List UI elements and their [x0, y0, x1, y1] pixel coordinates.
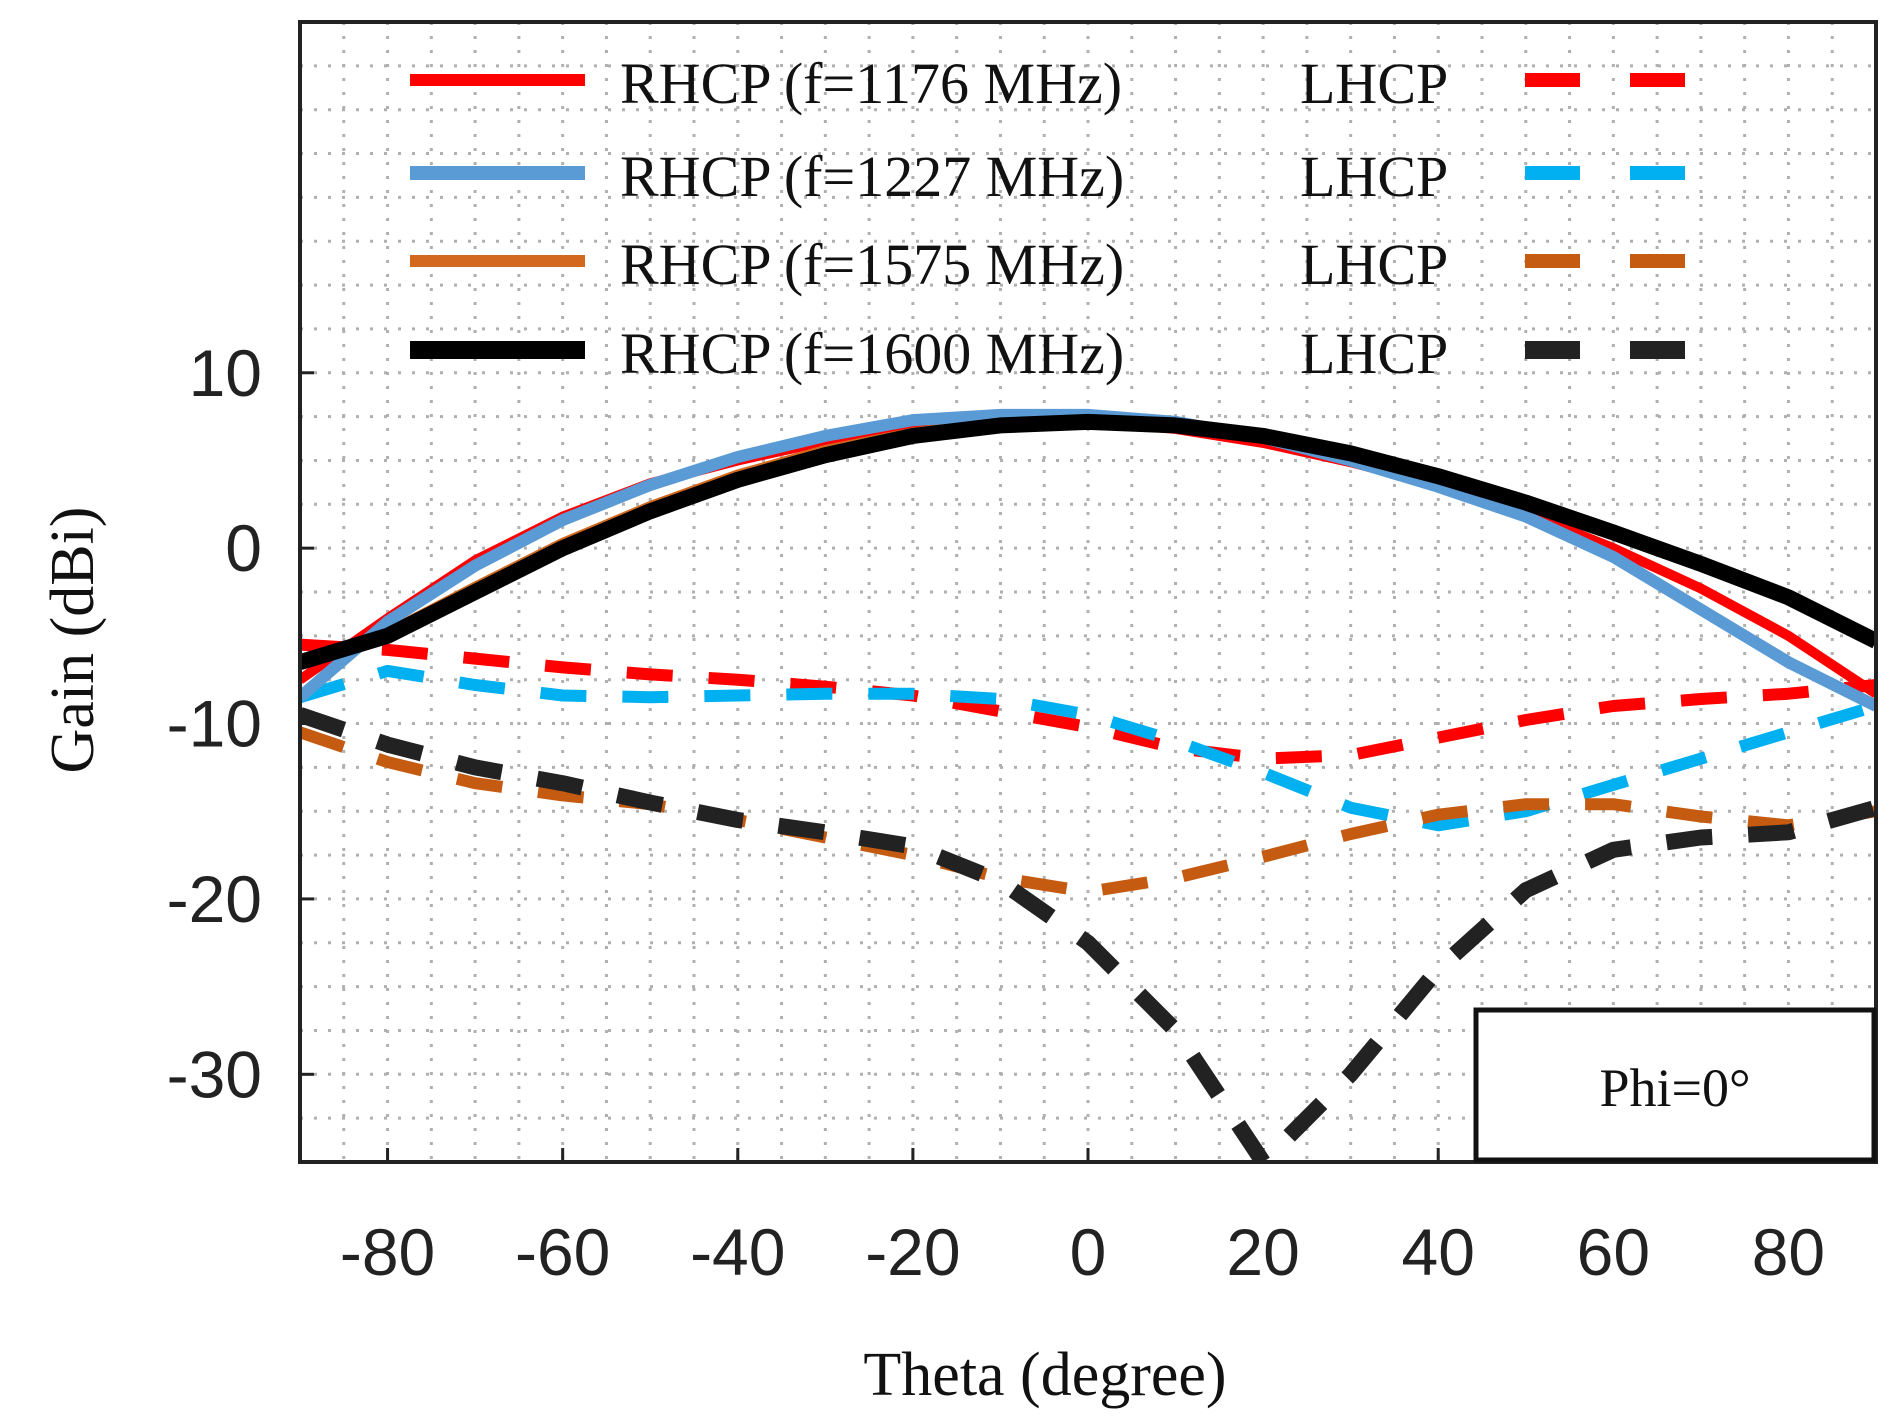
x-tick-label: 80: [1752, 1215, 1825, 1289]
legend-label-lhcp-1575: LHCP: [1300, 232, 1448, 297]
legend-label-lhcp-1227: LHCP: [1300, 144, 1448, 209]
annotation-text: Phi=0°: [1599, 1058, 1750, 1118]
x-tick-label: -20: [865, 1215, 960, 1289]
series-group: [300, 408, 1876, 1162]
series-line-lhcp-f-1600-mhz: [300, 707, 1876, 1162]
y-tick-label: -30: [167, 1037, 262, 1111]
y-tick-label: -20: [167, 862, 262, 936]
y-tick-label: 0: [225, 511, 262, 585]
x-tick-label: -40: [690, 1215, 785, 1289]
x-tick-label: 0: [1070, 1215, 1107, 1289]
annotation-frame: [1473, 1007, 1877, 1163]
x-axis-label: Theta (degree): [863, 1341, 1226, 1409]
phi-annotation: Phi=0°: [1473, 1007, 1877, 1163]
x-tick-label: 60: [1577, 1215, 1650, 1289]
x-tick-label: -80: [340, 1215, 435, 1289]
x-tick-label: 20: [1226, 1215, 1299, 1289]
legend-label-rhcp-1176: RHCP (f=1176 MHz): [620, 51, 1122, 116]
x-tick-label: -60: [515, 1215, 610, 1289]
series-line-lhcp-f-1176-mhz: [300, 638, 1876, 765]
y-axis-label: Gain (dBi): [39, 507, 107, 774]
series-line-rhcp-f-1600-mhz: [300, 413, 1876, 670]
legend: RHCP (f=1176 MHz) LHCP RHCP (f=1227 MHz)…: [410, 51, 1710, 386]
legend-label-lhcp-1176: LHCP: [1300, 51, 1448, 116]
legend-label-lhcp-1600: LHCP: [1300, 321, 1448, 386]
legend-label-rhcp-1575: RHCP (f=1575 MHz): [620, 232, 1124, 297]
legend-label-rhcp-1600: RHCP (f=1600 MHz): [620, 321, 1124, 386]
y-tick-label: -10: [167, 687, 262, 761]
y-tick-label: 10: [189, 336, 262, 410]
series-line-lhcp-f-1227-mhz: [300, 664, 1876, 832]
legend-label-rhcp-1227: RHCP (f=1227 MHz): [620, 144, 1124, 209]
series-line-lhcp-f-1575-mhz: [300, 726, 1876, 898]
x-tick-label: 40: [1402, 1215, 1475, 1289]
